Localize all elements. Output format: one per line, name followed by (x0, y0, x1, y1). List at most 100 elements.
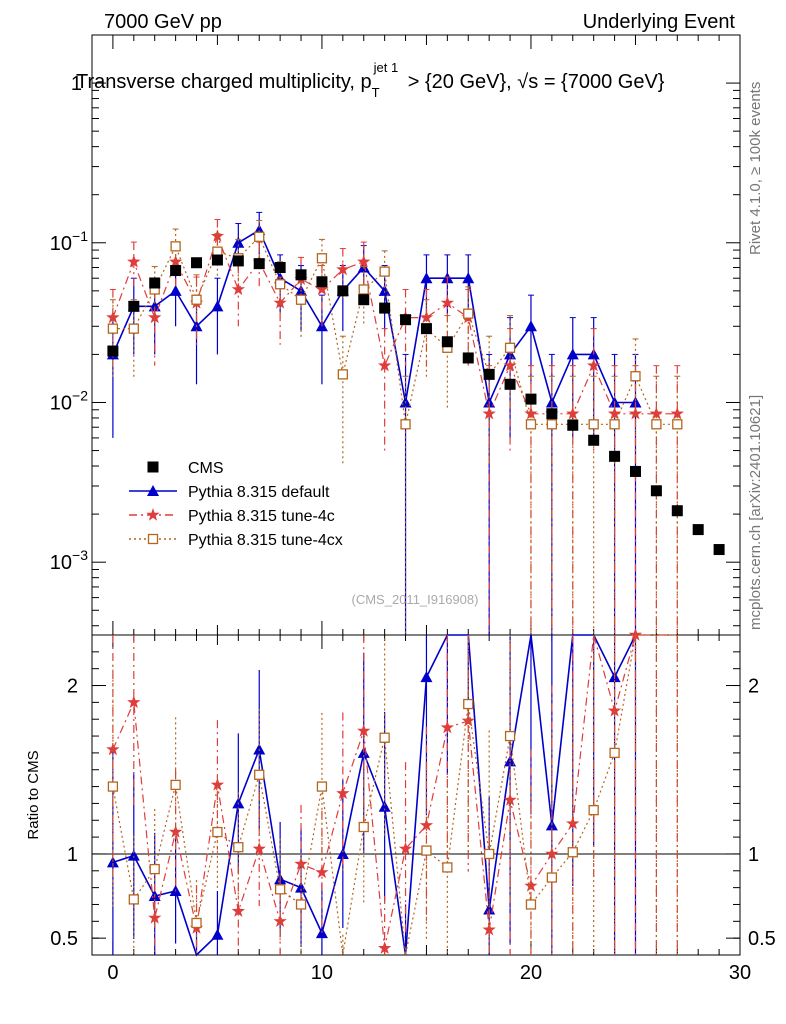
tune4cx-marker (672, 419, 683, 430)
y-tick-label: 1 (71, 73, 82, 95)
cms-marker (546, 408, 558, 420)
default-marker (378, 800, 391, 812)
tune4c-marker (273, 914, 287, 927)
tune4cx-marker (274, 884, 286, 895)
tune4cx-marker (107, 323, 119, 334)
tune4c-marker (252, 841, 266, 855)
default-marker (336, 847, 349, 859)
legend: CMS Pythia 8.315 default Pythia 8.315 tune… (129, 460, 343, 549)
tune4c-marker (315, 865, 329, 879)
ratio-tick-label-left: 0.5 (50, 928, 78, 950)
tune4c-marker (378, 358, 392, 372)
legend-label-default: Pythia 8.315 default (188, 484, 330, 501)
tune4cx-marker (254, 231, 265, 242)
tune4cx-marker (546, 419, 558, 430)
cms-marker (147, 461, 159, 473)
cms-marker (609, 450, 621, 462)
cms-marker (420, 323, 432, 335)
tune4c-marker (231, 282, 245, 296)
default-marker (232, 236, 245, 248)
cms-marker (107, 345, 119, 357)
tune4c-marker (169, 825, 183, 838)
tune4c-marker (169, 254, 183, 268)
main-plot-data (106, 211, 725, 635)
tune4c-ratio-line (112, 634, 678, 949)
tune4c-marker (482, 922, 496, 936)
tune4c-marker (440, 295, 454, 309)
tune4c-marker (503, 358, 517, 372)
cms-marker (295, 269, 307, 281)
default-marker (211, 300, 224, 312)
tune4cx-marker (588, 419, 599, 430)
tune4c-marker (148, 910, 162, 924)
default-marker (357, 746, 370, 758)
tune4c-marker (315, 282, 329, 296)
ratio-ylabel: Ratio to CMS (25, 750, 42, 839)
cms-marker (191, 257, 203, 269)
default-marker (295, 881, 308, 893)
legend-label-tune4c: Pythia 8.315 tune-4c (188, 508, 335, 525)
tune4c-marker (336, 786, 350, 799)
tune4cx-marker (609, 419, 620, 430)
tune4cx-marker (442, 862, 453, 873)
tune4c-marker (587, 358, 601, 372)
tune4cx-marker (128, 323, 139, 334)
tune4cx-marker (233, 842, 244, 853)
default-marker (169, 284, 182, 296)
cms-marker (483, 368, 495, 380)
tune4c-marker (146, 508, 160, 521)
cms-marker (358, 294, 370, 306)
axes-group: 110−110−210−30.5 0.51 12 20 10 20 30 (50, 34, 776, 984)
tune4cx-marker (400, 419, 411, 430)
tune4cx-marker (567, 847, 578, 858)
cms-marker (232, 255, 244, 267)
tune4cx-marker (254, 769, 265, 780)
tune4c-marker (503, 793, 517, 806)
default-ratio-line (112, 634, 637, 957)
legend-label-cms: CMS (188, 460, 224, 477)
tune4cx-marker (525, 899, 537, 910)
y-tick-label: 10−1 (50, 228, 88, 255)
tune4cx-marker (463, 308, 474, 319)
tune4cx-marker (147, 533, 159, 545)
tune4cx-marker (525, 419, 537, 430)
default-marker (462, 272, 475, 284)
rivet-label: Rivet 4.1.0, ≥ 100k events (747, 82, 764, 255)
tune4cx-ratio-line (112, 634, 678, 956)
cms-marker (567, 419, 579, 431)
tune4cx-marker (546, 872, 558, 883)
default-marker (420, 671, 433, 683)
cms-marker (128, 300, 140, 312)
cms-marker (400, 314, 412, 326)
default-marker (106, 856, 119, 868)
tune4cx-marker (484, 848, 495, 860)
tune4cx-marker (107, 781, 119, 792)
default-marker (420, 272, 433, 284)
tune4cx-marker (191, 917, 202, 929)
header-left: 7000 GeV pp (104, 11, 222, 33)
default-marker (378, 284, 391, 296)
tune4c-marker (294, 857, 308, 870)
cms-marker (588, 434, 600, 446)
default-marker (127, 849, 140, 861)
tune4cx-marker (463, 698, 474, 710)
plot-title: Transverse charged multiplicity, pTjet 1… (76, 60, 665, 100)
cms-marker (671, 505, 683, 517)
tune4cx-marker (212, 826, 223, 838)
cms-marker (462, 352, 474, 364)
cms-marker (274, 262, 286, 274)
tune4cx-marker (149, 863, 160, 875)
tune4c-marker (419, 818, 434, 831)
tune4cx-marker (504, 342, 516, 353)
tune4c-marker (524, 878, 538, 892)
cms-marker (337, 285, 349, 297)
tune4c-marker (398, 841, 413, 855)
tune4cx-marker (170, 241, 181, 252)
tune4cx-marker (316, 253, 328, 264)
ratio-tick-label-left: 1 (67, 844, 78, 866)
tune4cx-marker (128, 894, 139, 905)
tune4cx-marker (609, 747, 620, 759)
ratio-plot-frame (91, 634, 741, 956)
tune4c-marker (336, 262, 350, 276)
